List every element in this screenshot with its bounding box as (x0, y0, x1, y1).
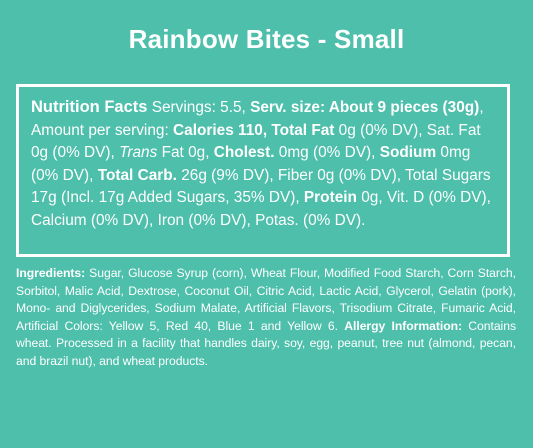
nutrition-facts-panel: Nutrition Facts Servings: 5.5, Serv. siz… (16, 84, 510, 257)
protein-value: 0g, Vit. D (0% DV), Calcium (0% DV), Iro… (31, 189, 491, 229)
trans-fat-value: Fat 0g, (157, 144, 214, 162)
cholesterol-label: Cholest. (213, 144, 275, 162)
ingredients-label: Ingredients: (16, 266, 86, 280)
serving-size-label: Serv. size: About 9 pieces (30g) (250, 99, 480, 116)
total-carb-label: Total Carb. (97, 166, 177, 184)
page-title: Rainbow Bites - Small (128, 24, 405, 54)
protein-label: Protein (303, 189, 357, 207)
total-fat-label: Total Fat (271, 121, 335, 139)
cholesterol-value: 0mg (0% DV), (274, 144, 380, 162)
total-fat-value: 0g (0% DV), Sat. Fat 0g (0% DV), (31, 121, 481, 162)
allergy-text: Contains wheat. Processed in a facility … (16, 318, 516, 368)
servings-text: Servings: 5.5, (147, 99, 251, 116)
sodium-value: 0mg (0% DV), (31, 144, 471, 184)
allergy-label: Allergy Information: (344, 318, 462, 333)
nutrition-facts-heading: Nutrition Facts (31, 98, 148, 116)
ingredients-section: Ingredients: Sugar, Glucose Syrup (corn)… (16, 265, 516, 370)
total-carb-value: 26g (9% DV), Fiber 0g (0% DV), Total Sug… (31, 166, 491, 207)
sodium-label: Sodium (379, 144, 437, 162)
amount-per-serving-text: , Amount per serving: (31, 99, 484, 139)
calories-label: Calories 110, (173, 121, 272, 139)
trans-label: Trans (119, 144, 158, 162)
ingredients-text: Sugar, Glucose Syrup (corn), Wheat Flour… (16, 266, 516, 333)
